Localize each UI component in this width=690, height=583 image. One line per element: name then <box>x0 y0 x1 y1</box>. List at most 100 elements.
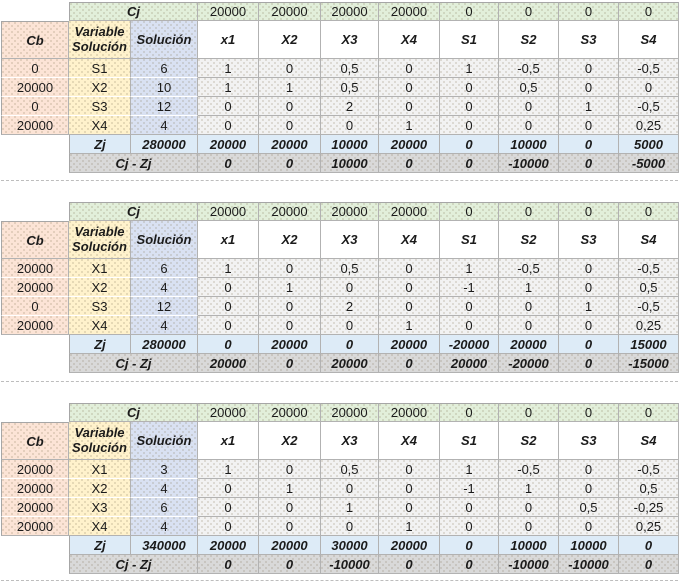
cell-matrix-value[interactable]: -0,5 <box>499 460 559 479</box>
cell-cj-minus-zj-label[interactable]: Cj - Zj <box>69 354 198 373</box>
cell-zj-value[interactable]: 30000 <box>321 536 379 555</box>
cell-solution-value[interactable]: 4 <box>131 278 198 297</box>
cell-solucion-header[interactable]: Solución <box>131 221 198 259</box>
cell-matrix-value[interactable]: 0 <box>379 278 440 297</box>
cell-cj-minus-zj-value[interactable]: 0 <box>379 154 440 173</box>
cell-basis-variable[interactable]: S1 <box>69 59 131 78</box>
cell-zj-solution[interactable]: 280000 <box>131 335 198 354</box>
cell-matrix-value[interactable]: 0 <box>321 116 379 135</box>
cell-solution-value[interactable]: 4 <box>131 316 198 335</box>
cell-cb-header[interactable]: Cb <box>1 221 69 259</box>
cell-cj-minus-zj-value[interactable]: -5000 <box>619 154 679 173</box>
cell-matrix-value[interactable]: 0 <box>559 59 619 78</box>
cell-matrix-value[interactable]: 0,5 <box>321 259 379 278</box>
cell-variable-name-header[interactable]: X3 <box>321 21 379 59</box>
cell-matrix-value[interactable]: 0 <box>379 479 440 498</box>
cell-zj-value[interactable]: 10000 <box>321 135 379 154</box>
cell-matrix-value[interactable]: 0,5 <box>499 78 559 97</box>
cell-matrix-value[interactable]: -0,5 <box>619 297 679 316</box>
cell-matrix-value[interactable]: 0,5 <box>321 59 379 78</box>
cell-matrix-value[interactable]: 0,5 <box>321 78 379 97</box>
cell-cj-value[interactable]: 20000 <box>379 2 440 21</box>
cell-cj-value[interactable]: 20000 <box>321 403 379 422</box>
cell-variable-header[interactable]: Variable Solución <box>69 221 131 259</box>
cell-solution-value[interactable]: 6 <box>131 498 198 517</box>
cell-cj-value[interactable]: 0 <box>559 403 619 422</box>
cell-zj-value[interactable]: 10000 <box>559 536 619 555</box>
cell-matrix-value[interactable]: 1 <box>559 297 619 316</box>
cell-variable-name-header[interactable]: S3 <box>559 21 619 59</box>
cell-zj-value[interactable]: 20000 <box>198 135 259 154</box>
cell-cb-value[interactable]: 20000 <box>1 517 69 536</box>
cell-cj-minus-zj-value[interactable]: 20000 <box>321 354 379 373</box>
cell-matrix-value[interactable]: 0 <box>559 278 619 297</box>
cell-cj-minus-zj-value[interactable]: 0 <box>259 555 321 574</box>
cell-cj-minus-zj-value[interactable]: 0 <box>619 555 679 574</box>
cell-matrix-value[interactable]: 0 <box>499 316 559 335</box>
cell-cj-minus-zj-value[interactable]: -20000 <box>499 354 559 373</box>
cell-matrix-value[interactable]: 0 <box>198 517 259 536</box>
cell-cj-value[interactable]: 0 <box>440 2 499 21</box>
cell-matrix-value[interactable]: 1 <box>499 479 559 498</box>
cell-matrix-value[interactable]: 0 <box>321 316 379 335</box>
cell-matrix-value[interactable]: 0 <box>440 97 499 116</box>
cell-cj-minus-zj-value[interactable]: 0 <box>559 154 619 173</box>
cell-variable-name-header[interactable]: S4 <box>619 21 679 59</box>
cell-cj-value[interactable]: 0 <box>440 202 499 221</box>
cell-matrix-value[interactable]: 0,25 <box>619 116 679 135</box>
cell-variable-name-header[interactable]: X4 <box>379 422 440 460</box>
cell-variable-header[interactable]: Variable Solución <box>69 422 131 460</box>
cell-variable-name-header[interactable]: X3 <box>321 221 379 259</box>
cell-matrix-value[interactable]: 2 <box>321 297 379 316</box>
cell-solution-value[interactable]: 4 <box>131 517 198 536</box>
cell-zj-label[interactable]: Zj <box>69 335 131 354</box>
cell-cj-minus-zj-value[interactable]: 0 <box>559 354 619 373</box>
cell-matrix-value[interactable]: 0 <box>259 259 321 278</box>
cell-zj-value[interactable]: 20000 <box>379 335 440 354</box>
cell-zj-value[interactable]: 20000 <box>259 536 321 555</box>
cell-variable-name-header[interactable]: X2 <box>259 422 321 460</box>
cell-matrix-value[interactable]: 0 <box>259 97 321 116</box>
cell-matrix-value[interactable]: 0 <box>619 78 679 97</box>
cell-cb-value[interactable]: 0 <box>1 97 69 116</box>
cell-cb-value[interactable]: 20000 <box>1 278 69 297</box>
cell-variable-name-header[interactable]: S2 <box>499 422 559 460</box>
cell-matrix-value[interactable]: 0 <box>259 517 321 536</box>
cell-variable-name-header[interactable]: x1 <box>198 221 259 259</box>
cell-variable-name-header[interactable]: S1 <box>440 21 499 59</box>
cell-zj-solution[interactable]: 280000 <box>131 135 198 154</box>
cell-matrix-value[interactable]: 0 <box>321 278 379 297</box>
cell-matrix-value[interactable]: 1 <box>440 460 499 479</box>
cell-matrix-value[interactable]: -0,5 <box>619 259 679 278</box>
cell-matrix-value[interactable]: 0 <box>559 259 619 278</box>
cell-zj-value[interactable]: 0 <box>559 135 619 154</box>
cell-matrix-value[interactable]: 1 <box>499 278 559 297</box>
cell-variable-name-header[interactable]: S1 <box>440 422 499 460</box>
cell-zj-value[interactable]: 20000 <box>499 335 559 354</box>
cell-cj-minus-zj-value[interactable]: 0 <box>259 154 321 173</box>
cell-cj-minus-zj-value[interactable]: 20000 <box>440 354 499 373</box>
cell-zj-label[interactable]: Zj <box>69 135 131 154</box>
cell-basis-variable[interactable]: X3 <box>69 498 131 517</box>
cell-cj-value[interactable]: 20000 <box>198 403 259 422</box>
cell-cj-value[interactable]: 20000 <box>198 2 259 21</box>
cell-variable-name-header[interactable]: S4 <box>619 422 679 460</box>
cell-zj-value[interactable]: 10000 <box>499 536 559 555</box>
cell-zj-value[interactable]: -20000 <box>440 335 499 354</box>
cell-matrix-value[interactable]: 1 <box>198 460 259 479</box>
cell-zj-value[interactable]: 0 <box>619 536 679 555</box>
cell-variable-name-header[interactable]: S2 <box>499 21 559 59</box>
cell-matrix-value[interactable]: -0,25 <box>619 498 679 517</box>
cell-solution-value[interactable]: 10 <box>131 78 198 97</box>
cell-cj-minus-zj-label[interactable]: Cj - Zj <box>69 555 198 574</box>
cell-cj-minus-zj-value[interactable]: 20000 <box>198 354 259 373</box>
cell-basis-variable[interactable]: S3 <box>69 97 131 116</box>
cell-zj-value[interactable]: 20000 <box>198 536 259 555</box>
cell-cj-value[interactable]: 20000 <box>321 2 379 21</box>
cell-matrix-value[interactable]: 1 <box>379 116 440 135</box>
cell-cj-minus-zj-value[interactable]: 0 <box>259 354 321 373</box>
cell-matrix-value[interactable]: 2 <box>321 97 379 116</box>
cell-matrix-value[interactable]: 1 <box>198 78 259 97</box>
cell-matrix-value[interactable]: 1 <box>559 97 619 116</box>
cell-variable-name-header[interactable]: S3 <box>559 422 619 460</box>
